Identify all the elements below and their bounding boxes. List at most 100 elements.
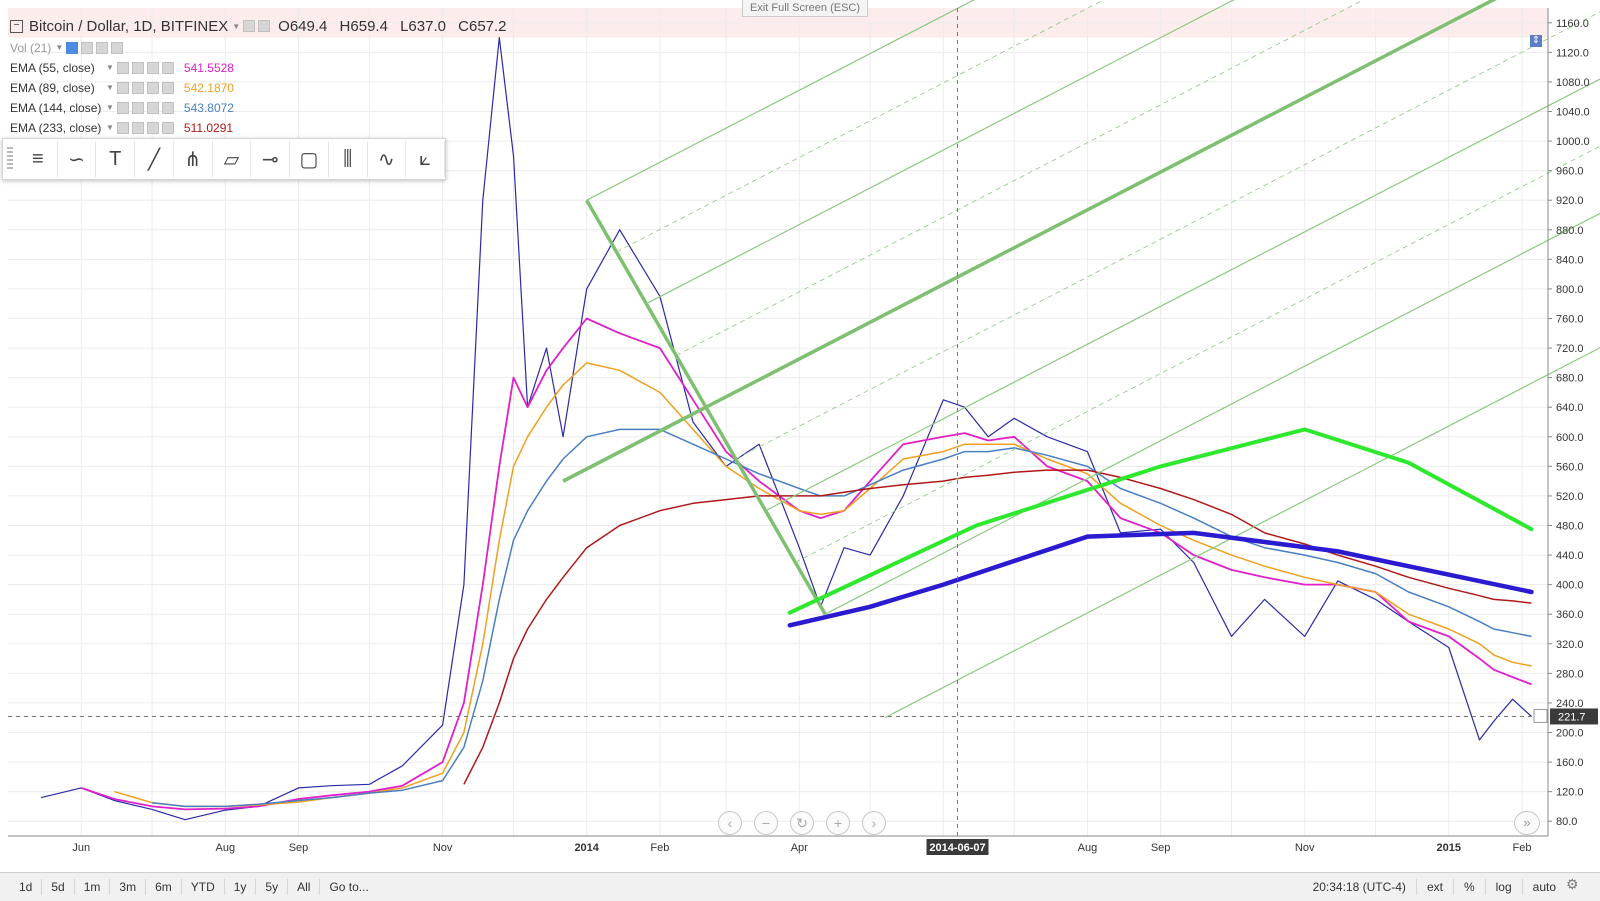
zoom-out-icon[interactable]: − <box>754 811 778 835</box>
timeframe-button[interactable]: 5d <box>42 879 75 895</box>
indicator-row[interactable]: EMA (89, close) ▼ 542.1870 <box>10 78 507 98</box>
visibility-icon[interactable] <box>116 122 129 134</box>
close-icon[interactable] <box>161 122 174 134</box>
zoom-in-icon[interactable]: + <box>826 811 850 835</box>
pitchfork-parallel-line[interactable] <box>765 0 1600 512</box>
chevron-down-icon[interactable]: ▼ <box>106 83 114 92</box>
scale-option-button[interactable]: ext <box>1415 879 1453 895</box>
y-tick-label: 200.0 <box>1556 728 1584 740</box>
timeframe-button[interactable]: 1y <box>225 879 257 895</box>
rectangle-icon[interactable]: ▢ <box>290 141 329 177</box>
exit-fullscreen-button[interactable]: Exit Full Screen (ESC) <box>742 0 868 17</box>
close-icon[interactable] <box>161 62 174 74</box>
line-icon[interactable]: ╱ <box>135 141 174 177</box>
add-icon[interactable] <box>146 102 159 114</box>
chevron-down-icon[interactable]: ▼ <box>106 123 114 132</box>
ma-green-line[interactable] <box>787 427 1534 615</box>
settings-icon[interactable] <box>131 122 144 134</box>
close-icon[interactable] <box>111 42 124 54</box>
trend-line-tools-icon[interactable]: ≡ <box>19 141 58 177</box>
gear-icon[interactable]: ⚙ <box>1566 876 1579 892</box>
visibility-icon[interactable] <box>243 20 256 32</box>
timeframe-button[interactable]: All <box>288 879 321 895</box>
pitchfork-parallel-line[interactable] <box>646 0 1600 305</box>
indicator-name[interactable]: EMA (144, close) <box>10 101 102 115</box>
timeframe-button[interactable]: Go to... <box>329 880 369 894</box>
text-icon[interactable]: T <box>96 141 136 177</box>
settings-icon[interactable] <box>258 20 271 32</box>
go-to-realtime-icon[interactable]: » <box>1514 811 1540 835</box>
visibility-icon[interactable] <box>66 42 79 54</box>
fan-icon[interactable]: ⟀ <box>406 141 446 177</box>
add-icon[interactable] <box>146 122 159 134</box>
pitchfork-parallel-line[interactable] <box>884 74 1600 719</box>
close-icon[interactable] <box>161 102 174 114</box>
brush-icon[interactable]: ∽ <box>58 141 97 177</box>
drag-handle-icon[interactable] <box>7 147 13 171</box>
visibility-icon[interactable] <box>116 82 129 94</box>
add-icon[interactable] <box>96 42 109 54</box>
volume-row[interactable]: Vol (21) ▼ <box>10 38 507 58</box>
chevron-down-icon[interactable]: ▼ <box>106 103 114 112</box>
last-price-marker[interactable]: 221.7 <box>1550 708 1598 725</box>
indicator-name[interactable]: EMA (89, close) <box>10 81 95 95</box>
settings-icon[interactable] <box>81 42 94 54</box>
add-icon[interactable] <box>146 82 159 94</box>
channel-icon[interactable]: ▱ <box>213 141 252 177</box>
timeframe-button[interactable]: 1m <box>75 879 111 895</box>
wave-icon[interactable]: ∿ <box>368 141 407 177</box>
scale-option-button[interactable]: % <box>1452 879 1485 895</box>
series-line-2[interactable] <box>114 362 1532 808</box>
timeframe-button[interactable]: YTD <box>182 879 225 895</box>
timeframe-button[interactable]: 3m <box>110 879 147 895</box>
chevron-down-icon[interactable]: ▼ <box>55 43 64 52</box>
pitchfork-anchor-line[interactable] <box>562 405 707 483</box>
timeframe-button[interactable]: 5y <box>256 879 289 895</box>
y-axis-labels[interactable]: 1160.0 1120.0 1080.0 1040.0 1000.0 960.0 920.0… <box>1548 18 1590 828</box>
indicator-row[interactable]: EMA (55, close) ▼ 541.5528 <box>10 58 507 78</box>
reset-icon[interactable]: ↻ <box>790 811 814 835</box>
y-tick-label: 600.0 <box>1556 432 1584 444</box>
indicator-name[interactable]: EMA (55, close) <box>10 61 95 75</box>
high-value: H659.4 <box>339 17 388 35</box>
add-icon[interactable] <box>146 62 159 74</box>
indicator-row[interactable]: EMA (233, close) ▼ 511.0291 <box>10 118 507 138</box>
symbol-title[interactable]: Bitcoin / Dollar, 1D, BITFINEX <box>29 17 229 35</box>
x-tick-label: Nov <box>1295 842 1315 854</box>
scale-toggle-icon[interactable]: ⇕ <box>1530 35 1542 47</box>
timeframe-button[interactable]: 6m <box>146 879 182 895</box>
chevron-down-icon[interactable]: ▼ <box>106 63 114 72</box>
indicator-row[interactable]: EMA (144, close) ▼ 543.8072 <box>10 98 507 118</box>
series-line-4[interactable] <box>463 469 1532 785</box>
y-tick-label: 720.0 <box>1556 343 1584 355</box>
add-alert-icon[interactable] <box>1533 708 1548 723</box>
indicator-value: 542.1870 <box>183 81 234 95</box>
scale-option-button[interactable]: log <box>1484 879 1522 895</box>
indicator-name[interactable]: EMA (233, close) <box>10 121 102 135</box>
timeframe-button[interactable]: 1d <box>10 879 43 895</box>
visibility-icon[interactable] <box>116 62 129 74</box>
pitchfork-median-line[interactable] <box>562 0 1600 483</box>
scale-option-button[interactable]: auto <box>1521 879 1566 895</box>
close-icon[interactable] <box>161 82 174 94</box>
clock[interactable]: 20:34:18 (UTC-4) <box>1312 880 1406 894</box>
chevron-down-icon[interactable]: ▼ <box>232 21 241 31</box>
collapse-icon[interactable]: − <box>10 19 23 33</box>
y-tick-label: 120.0 <box>1556 787 1584 799</box>
settings-icon[interactable] <box>131 82 144 94</box>
scroll-right-icon[interactable]: › <box>862 811 886 835</box>
pitchfork-parallel-line[interactable] <box>586 0 1600 201</box>
volume-label[interactable]: Vol (21) <box>10 41 52 55</box>
measure-icon[interactable]: ⫼ <box>329 141 368 177</box>
scroll-left-icon[interactable]: ‹ <box>718 811 742 835</box>
x-axis-labels[interactable]: Jun Aug Sep Nov 2014 Feb Apr Aug Sep Nov 2015 Feb <box>72 842 1531 854</box>
ma-blue-line[interactable] <box>787 530 1534 628</box>
horizontal-ray-icon[interactable]: ⊸ <box>251 141 291 177</box>
visibility-icon[interactable] <box>116 102 129 114</box>
settings-icon[interactable] <box>131 62 144 74</box>
y-tick-label: 840.0 <box>1556 254 1584 266</box>
settings-icon[interactable] <box>131 102 144 114</box>
pitchfork-icon[interactable]: ⋔ <box>174 141 213 177</box>
